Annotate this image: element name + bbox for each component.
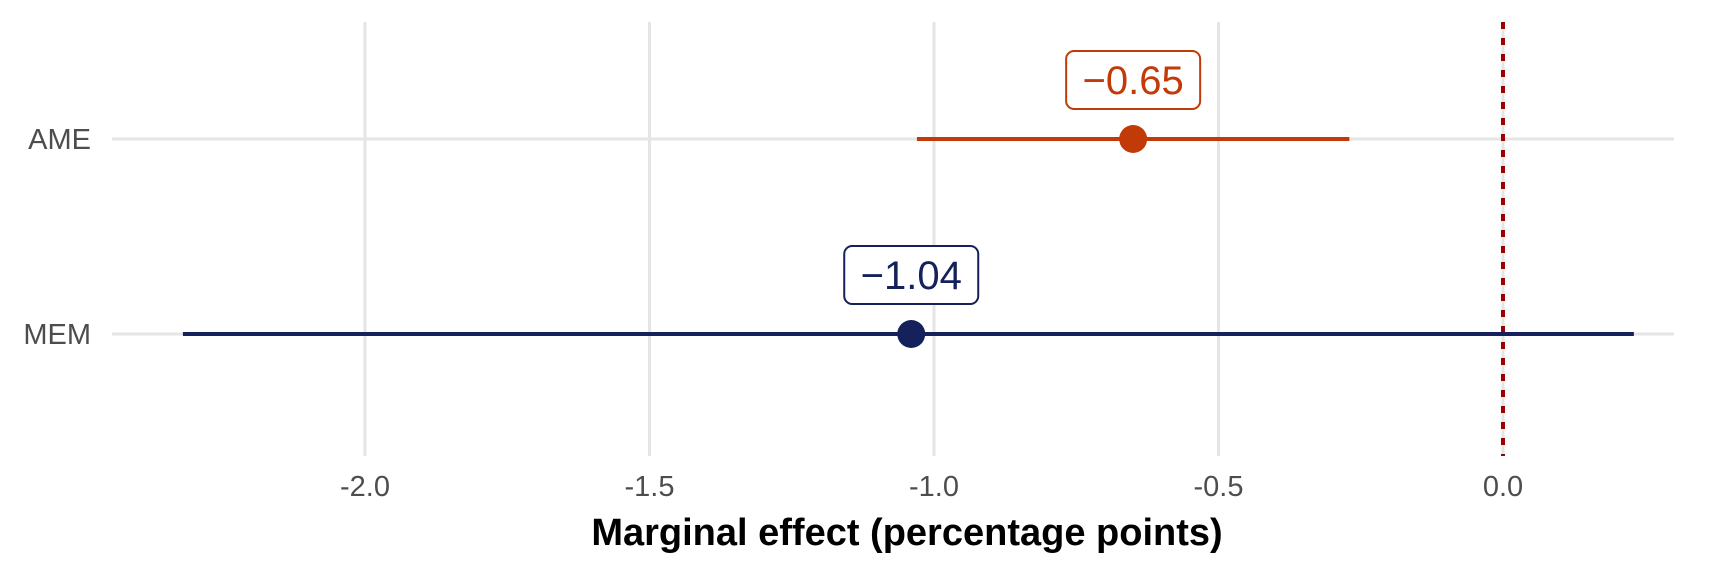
mem-point-estimate <box>897 320 926 348</box>
mem-data-label-box <box>843 245 980 305</box>
mem-data-label: −1.04 <box>861 254 962 298</box>
ame-data-label: −0.65 <box>1083 59 1184 103</box>
x-tick-label: -1.0 <box>909 471 959 503</box>
grid-layer <box>112 22 1674 456</box>
x-tick-label: -0.5 <box>1194 471 1244 503</box>
ame-data-label-box <box>1065 50 1202 110</box>
y-tick-label: MEM <box>23 319 91 351</box>
x-axis-title: Marginal effect (percentage points) <box>591 512 1222 554</box>
x-tick-label: 0.0 <box>1483 471 1523 503</box>
y-tick-label: AME <box>28 124 91 156</box>
x-tick-label: -1.5 <box>625 471 675 503</box>
y-axis-labels: AME MEM <box>23 124 91 351</box>
x-tick-label: -2.0 <box>340 471 390 503</box>
ame-point-estimate <box>1119 125 1148 153</box>
marks-layer: −0.65 −1.04 <box>182 50 1634 348</box>
x-axis-tick-labels: -2.0 -1.5 -1.0 -0.5 0.0 <box>340 471 1523 503</box>
